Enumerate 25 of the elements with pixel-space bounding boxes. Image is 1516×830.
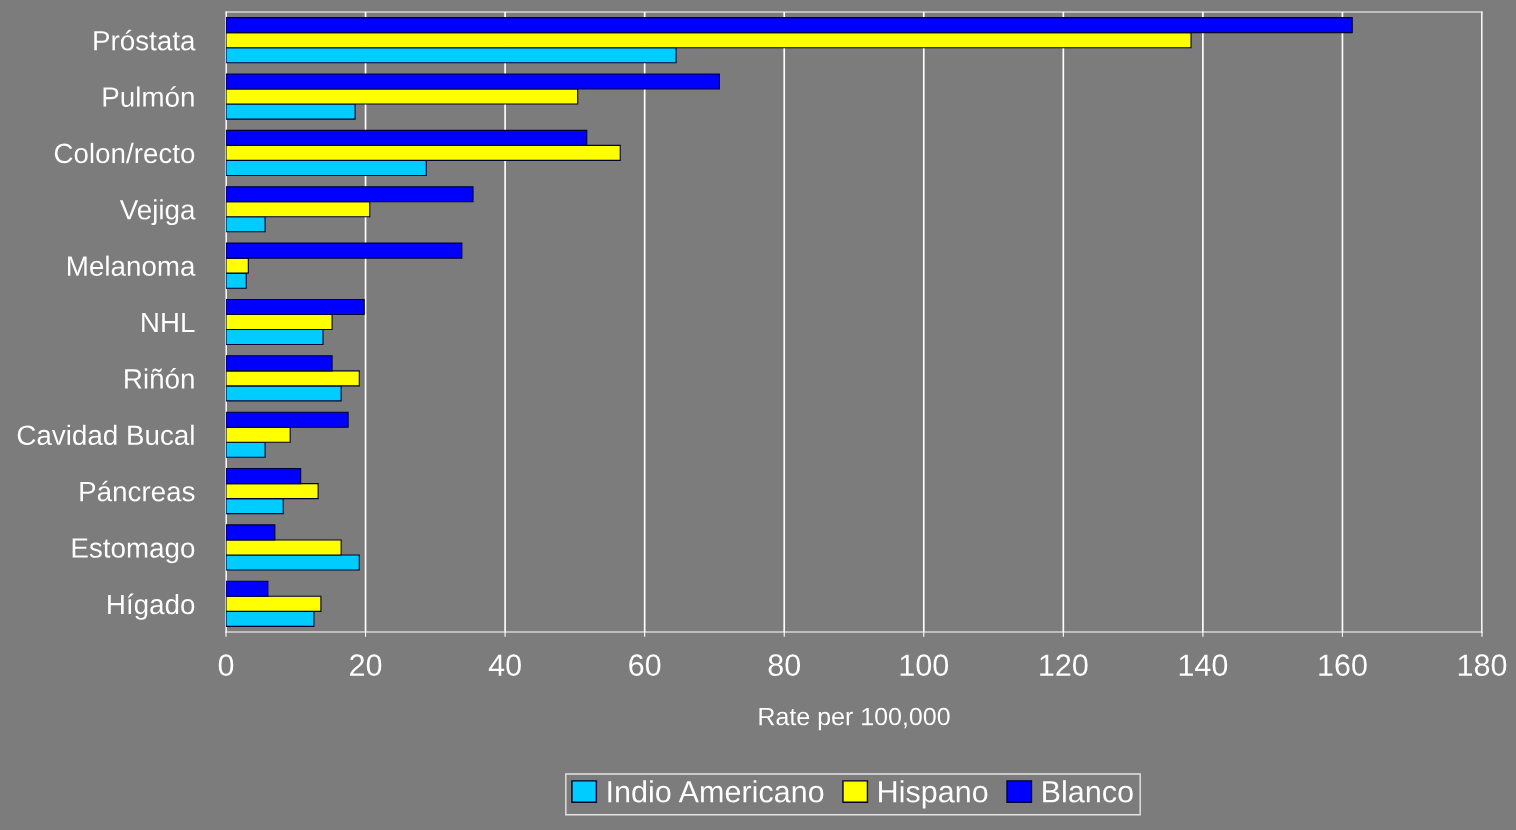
x-tick-label: 60: [629, 654, 661, 676]
y-tick-label: NHL: [142, 312, 195, 333]
x-tick-label: 140: [1179, 654, 1228, 676]
legend-label: Blanco: [1043, 780, 1133, 803]
x-tick-label: 20: [350, 654, 382, 676]
x-tick-label: 80: [768, 654, 801, 676]
y-tick-label: Hígado: [108, 593, 195, 620]
y-tick-label: Próstata: [94, 29, 196, 51]
y-tick-label: Pulmón: [103, 86, 194, 107]
x-tick-label: 0: [218, 654, 234, 676]
x-axis-title: Rate per 100,000: [759, 707, 950, 731]
x-tick-label: 120: [1040, 654, 1088, 676]
y-tick-label: Melanoma: [68, 255, 196, 276]
y-tick-label: Riñón: [125, 367, 194, 389]
legend-label: Indio Americano: [608, 780, 824, 803]
y-tick-label: Colon/recto: [54, 142, 195, 164]
legend-label: Hispano: [879, 780, 988, 809]
x-tick-label: 40: [488, 654, 521, 676]
y-tick-label: Vejiga: [119, 199, 196, 226]
y-tick-label: Páncreas: [80, 480, 195, 502]
x-tick-label: 100: [900, 654, 949, 676]
y-tick-label: Cavidad Bucal: [17, 424, 194, 446]
x-tick-label: 180: [1458, 654, 1507, 676]
y-tick-label: Estomago: [72, 538, 195, 564]
x-tick-label: 160: [1319, 654, 1367, 676]
